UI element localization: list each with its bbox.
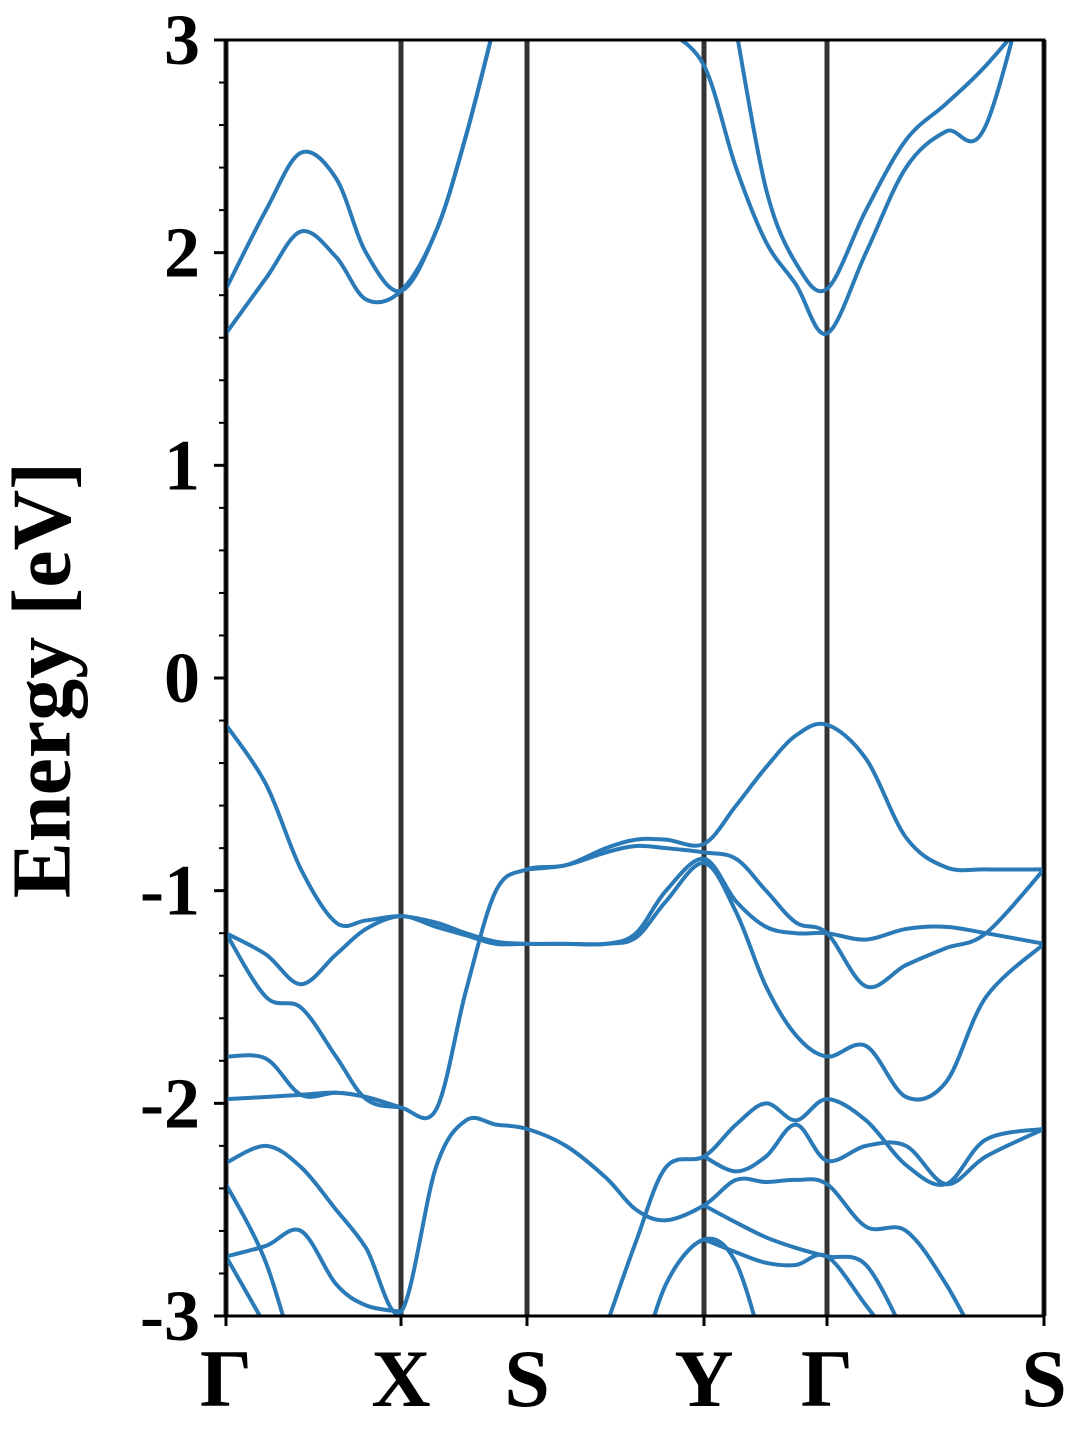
- plot-frame: [224, 38, 1046, 1318]
- x-tick-label: S: [1021, 1333, 1067, 1424]
- y-axis-label: Energy [eV]: [0, 462, 88, 898]
- band-line: [226, 723, 1044, 1102]
- band-line: [226, 856, 1044, 987]
- band-line: [226, 40, 1011, 294]
- band-line: [226, 1255, 263, 1316]
- y-tick-label: -3: [140, 1276, 200, 1356]
- band-line: [703, 1203, 898, 1316]
- band-line: [226, 721, 1044, 1121]
- band-line: [226, 1183, 286, 1316]
- x-tick-label: Γ: [200, 1333, 252, 1424]
- band-line: [226, 1227, 402, 1314]
- y-tick-label: 1: [164, 425, 200, 505]
- band-line: [703, 1122, 1044, 1187]
- x-tick-label: Y: [674, 1333, 733, 1424]
- y-tick-label: 2: [164, 213, 200, 293]
- y-tick-label: -2: [140, 1063, 200, 1143]
- band-line: [526, 843, 1044, 990]
- bands: [226, 40, 1044, 1316]
- band-line: [226, 1115, 967, 1316]
- band-line: [226, 40, 1014, 336]
- y-tick-label: -1: [140, 851, 200, 931]
- y-tick-label: 3: [164, 0, 200, 80]
- band-line: [703, 1237, 877, 1316]
- x-tick-label: X: [371, 1333, 430, 1424]
- band-line: [226, 1090, 402, 1110]
- x-tick-label: Γ: [801, 1333, 853, 1424]
- y-tick-label: 0: [164, 638, 200, 718]
- x-tick-label: S: [504, 1333, 550, 1424]
